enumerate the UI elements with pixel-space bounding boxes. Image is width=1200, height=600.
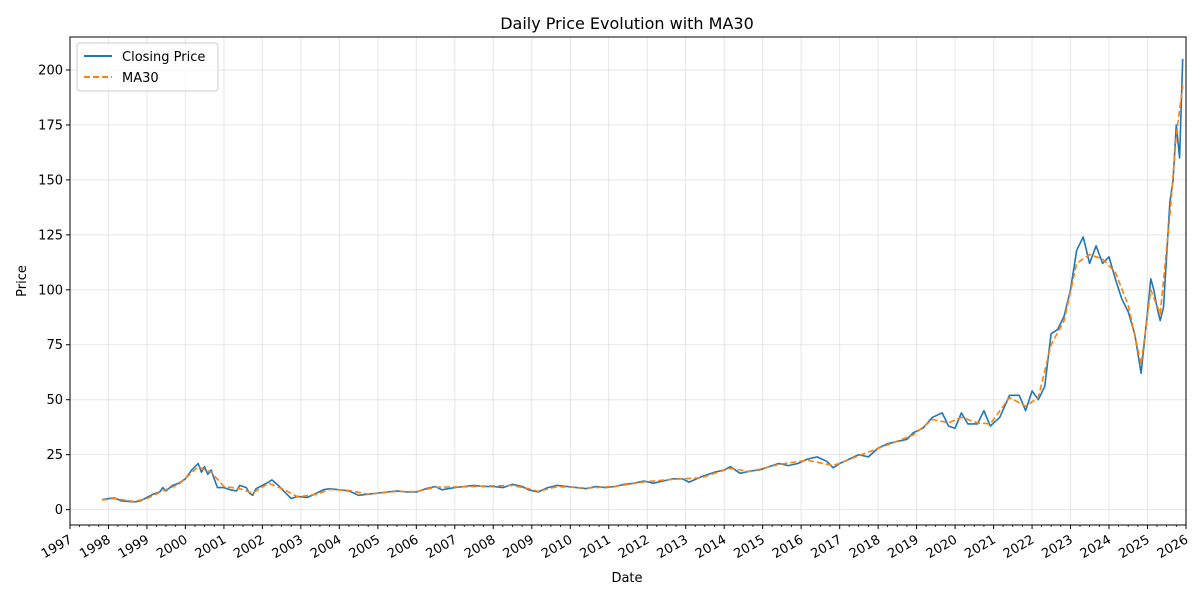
y-tick-label: 175 — [38, 118, 63, 133]
y-axis-label: Price — [15, 265, 30, 297]
y-tick-label: 0 — [55, 503, 63, 518]
y-tick-label: 75 — [46, 338, 63, 353]
legend-label-ma30: MA30 — [122, 71, 159, 86]
y-tick-label: 50 — [46, 393, 63, 408]
x-axis-label: Date — [611, 571, 642, 586]
legend-label-closing-price: Closing Price — [122, 50, 205, 65]
chart-title: Daily Price Evolution with MA30 — [500, 14, 754, 33]
y-tick-label: 100 — [38, 283, 63, 298]
plot-series — [101, 58, 1184, 503]
y-tick-label: 25 — [46, 448, 63, 463]
y-tick-label: 150 — [38, 173, 63, 188]
y-axis: 0 25 50 75 100 125 150 175 200 — [38, 63, 70, 518]
y-tick-label: 200 — [38, 63, 63, 78]
legend-box — [76, 42, 219, 92]
series-line-ma30 — [101, 85, 1184, 503]
y-tick-label: 125 — [38, 228, 63, 243]
legend: Closing Price MA30 — [76, 42, 219, 92]
